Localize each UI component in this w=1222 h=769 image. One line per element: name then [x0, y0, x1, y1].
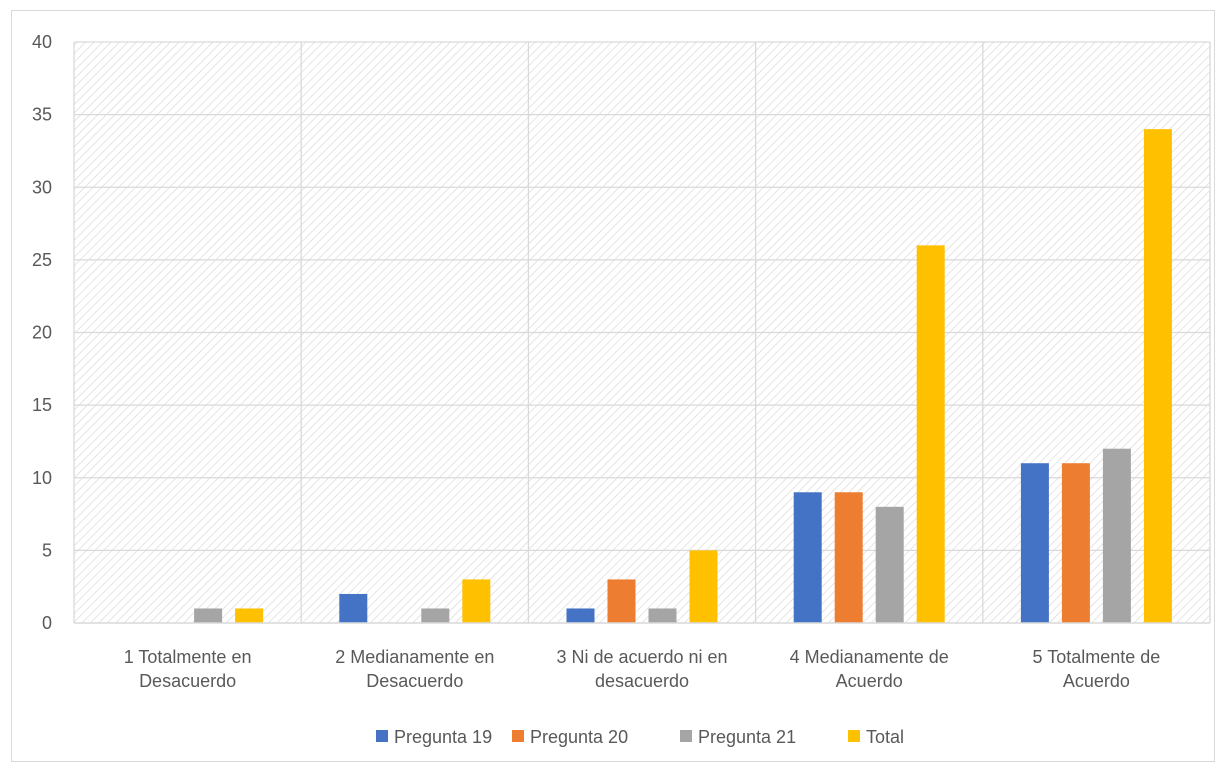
bar-total-1 [235, 608, 264, 623]
y-tick-label: 10 [32, 468, 52, 488]
x-tick-label: Desacuerdo [139, 671, 236, 691]
x-tick-label: 3 Ni de acuerdo ni en [556, 647, 727, 667]
legend-label: Pregunta 21 [698, 727, 796, 747]
legend-swatch [848, 730, 860, 742]
bar-pregunta-19-4 [793, 492, 822, 623]
x-tick-label: 1 Totalmente en [124, 647, 252, 667]
axes: 0 5 10 15 20 25 30 35 40 1 Totalmente en Desacuerd… [32, 32, 1210, 691]
bar-pregunta-19-2 [339, 593, 368, 623]
bar-total-4 [916, 245, 945, 623]
y-tick-label: 5 [42, 540, 52, 560]
bar-pregunta-21-1 [194, 608, 223, 623]
gridlines [73, 41, 1211, 623]
bar-total-5 [1143, 129, 1172, 623]
bar-pregunta-21-5 [1102, 448, 1131, 623]
legend-swatch [376, 730, 388, 742]
legend: Pregunta 19 Pregunta 20 Pregunta 21 Total [376, 727, 904, 747]
bars [194, 129, 1172, 623]
bar-pregunta-19-3 [566, 608, 595, 623]
legend-label: Total [866, 727, 904, 747]
x-tick-label: 4 Medianamente de [790, 647, 949, 667]
bar-pregunta-20-5 [1061, 463, 1090, 623]
y-tick-label: 0 [42, 613, 52, 633]
bar-pregunta-20-4 [834, 492, 863, 623]
y-tick-label: 15 [32, 395, 52, 415]
bar-pregunta-20-3 [607, 579, 636, 623]
x-tick-label: 5 Totalmente de [1033, 647, 1161, 667]
x-tick-label: Acuerdo [836, 671, 903, 691]
bar-pregunta-21-4 [875, 506, 904, 623]
x-tick-label: Desacuerdo [366, 671, 463, 691]
y-tick-label: 35 [32, 105, 52, 125]
legend-label: Pregunta 20 [530, 727, 628, 747]
legend-swatch [512, 730, 524, 742]
legend-label: Pregunta 19 [394, 727, 492, 747]
y-tick-label: 25 [32, 250, 52, 270]
y-tick-label: 20 [32, 323, 52, 343]
bar-total-2 [462, 579, 491, 623]
x-tick-label: 2 Medianamente en [335, 647, 494, 667]
bar-pregunta-21-3 [648, 608, 677, 623]
bar-pregunta-21-2 [421, 608, 450, 623]
y-tick-label: 40 [32, 32, 52, 52]
bar-total-3 [689, 550, 718, 623]
x-tick-label: desacuerdo [595, 671, 689, 691]
bar-pregunta-19-5 [1020, 463, 1049, 623]
legend-swatch [680, 730, 692, 742]
y-tick-label: 30 [32, 177, 52, 197]
x-tick-label: Acuerdo [1063, 671, 1130, 691]
